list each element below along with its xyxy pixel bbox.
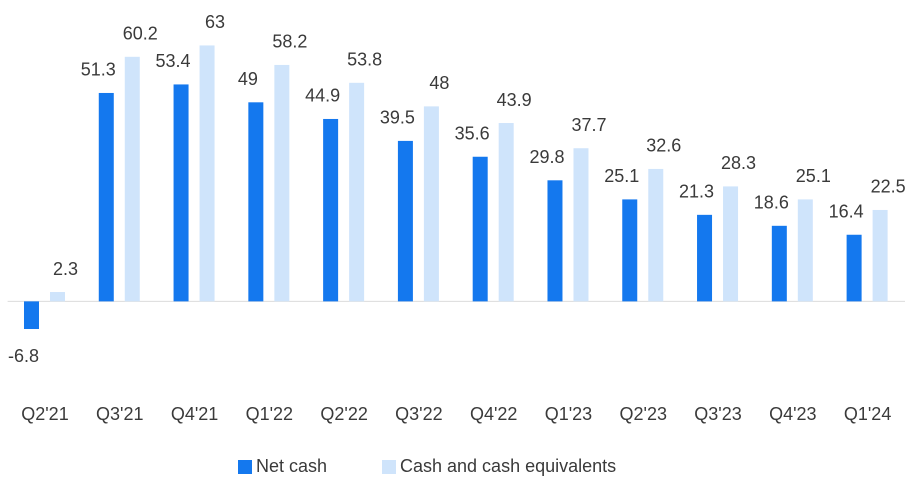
data-label: 63 (205, 12, 225, 32)
bar (248, 102, 264, 302)
x-tick-label: Q1'24 (844, 404, 891, 424)
bar (547, 180, 563, 302)
bar (846, 234, 862, 302)
legend-label: Cash and cash equivalents (400, 456, 616, 476)
bar (797, 199, 813, 302)
legend-label: Net cash (256, 456, 327, 476)
data-label: 22.5 (871, 177, 906, 197)
data-label: 58.2 (272, 32, 307, 52)
bar (173, 84, 189, 302)
data-label: 16.4 (829, 202, 864, 222)
x-tick-label: Q3'23 (694, 404, 741, 424)
data-label: 28.3 (721, 153, 756, 173)
x-tick-label: Q4'22 (470, 404, 517, 424)
x-tick-label: Q4'23 (769, 404, 816, 424)
x-tick-label: Q2'22 (320, 404, 367, 424)
data-label: 2.3 (53, 259, 78, 279)
data-label: 29.8 (529, 147, 564, 167)
bar (472, 156, 488, 302)
data-label: 35.6 (455, 124, 490, 144)
bar (573, 148, 589, 302)
x-tick-label: Q1'23 (545, 404, 592, 424)
data-label: -6.8 (8, 346, 39, 366)
x-tick-label: Q4'21 (171, 404, 218, 424)
x-tick-label: Q1'22 (246, 404, 293, 424)
x-tick-label: Q3'22 (395, 404, 442, 424)
bar (23, 301, 39, 329)
bar (771, 225, 787, 302)
data-label: 53.8 (347, 50, 382, 70)
bar (274, 64, 290, 302)
data-label: 39.5 (380, 108, 415, 128)
bar (98, 92, 114, 302)
data-label: 51.3 (81, 60, 116, 80)
bar (323, 118, 339, 302)
bar (498, 123, 514, 302)
data-label: 25.1 (796, 166, 831, 186)
x-tick-label: Q2'21 (21, 404, 68, 424)
x-tick-label: Q3'21 (96, 404, 143, 424)
bar (199, 45, 215, 302)
data-label: 37.7 (571, 115, 606, 135)
data-label: 60.2 (123, 24, 158, 44)
legend-swatch (238, 460, 252, 474)
data-label: 49 (238, 69, 258, 89)
bar (872, 209, 888, 302)
bar (397, 140, 413, 302)
data-label: 43.9 (497, 90, 532, 110)
bar (124, 56, 140, 302)
bar (697, 214, 713, 302)
data-label: 18.6 (754, 193, 789, 213)
bar (423, 106, 439, 302)
bar (723, 186, 739, 302)
bar (648, 168, 664, 302)
bar (349, 82, 365, 302)
data-label: 44.9 (305, 86, 340, 106)
data-label: 53.4 (156, 51, 191, 71)
data-label: 48 (429, 73, 449, 93)
data-label: 21.3 (679, 182, 714, 202)
bar (622, 199, 638, 302)
legend-swatch (382, 460, 396, 474)
x-tick-label: Q2'23 (620, 404, 667, 424)
bar (49, 292, 65, 302)
data-label: 32.6 (646, 136, 681, 156)
data-label: 25.1 (604, 166, 639, 186)
